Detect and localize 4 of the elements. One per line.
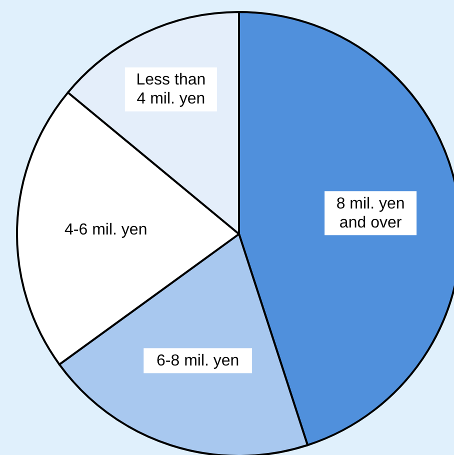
slice-label: 4-6 mil. yen xyxy=(64,222,148,239)
slice-label: Less than 4 mil. yen xyxy=(136,72,206,108)
slice-label: 6-8 mil. yen xyxy=(156,352,240,370)
slice-label: 8 mil. yen and over xyxy=(336,195,405,232)
